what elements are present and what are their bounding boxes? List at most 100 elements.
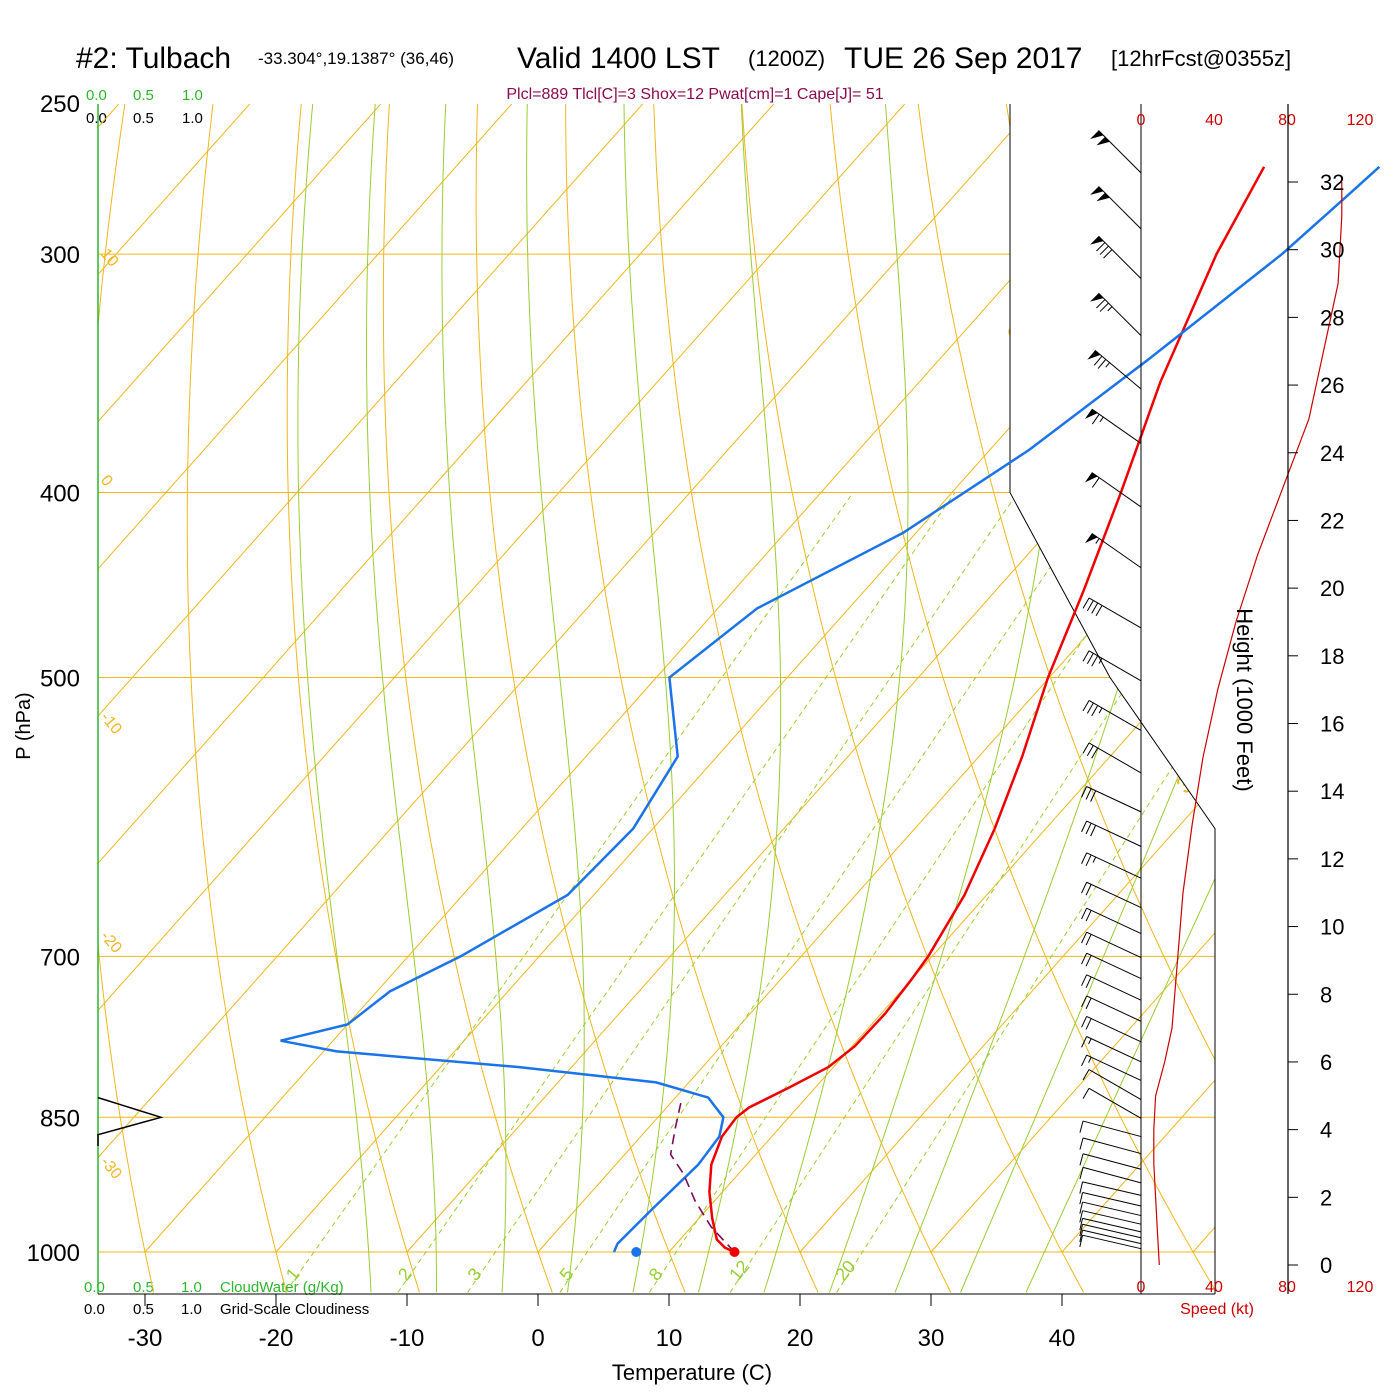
wind-barb-pennant-37 [1096,136,1110,146]
wind-barb-staff-36 [1098,186,1142,230]
height-tick-4: 4 [1320,1118,1332,1143]
wind-barb-flag-18 [1081,974,1088,986]
cloudiness-profile [97,1096,164,1146]
moist-adiabat-40 [1025,104,1215,1293]
wind-barb-staff-9 [1082,1153,1142,1170]
wind-barb-staff-34 [1098,292,1142,336]
cloudwater-bottom-tick-0: 0.0 [84,1279,105,1296]
wind-barb-staff-35 [1098,235,1142,279]
wind-barb-21 [1081,907,1142,935]
title-zulu: (1200Z) [748,46,825,71]
cloud-scale-top: 0.0 0.5 1.0 0.0 0.5 1.0 [86,87,203,127]
wind-barb-flag-28 [1091,655,1099,667]
speed-bottom-tick-40: 40 [1205,1279,1223,1296]
isotherm--80 [98,104,513,1253]
plot-right-border [1009,104,1216,1294]
wind-barb-7 [1079,1181,1142,1196]
isotherm-label-left-4: -30 [97,1154,125,1183]
isotherm--60 [98,104,775,1253]
wind-barb-flag-22 [1081,882,1088,894]
height-tick-16: 16 [1320,712,1344,737]
pressure-tick-1000: 1000 [27,1240,80,1267]
wind-barb-staff-25 [1086,786,1142,813]
wind-barb-staff-32 [1091,408,1142,444]
title-station: #2: Tulbach [76,42,231,75]
cloudwater-label: CloudWater (g/Kg) [220,1279,344,1296]
cloud-scale-bottom: 0.0 0.5 1.0 CloudWater (g/Kg) 0.0 0.5 1.… [84,1279,369,1318]
pressure-tick-700: 700 [40,944,80,971]
wind-barb-flag-35 [1096,242,1106,252]
moist-adiabat--5 [366,104,437,1293]
wind-barb-staff-23 [1086,852,1142,879]
height-tick-0: 0 [1320,1253,1332,1278]
temp-tick-40: 40 [1049,1325,1076,1352]
wind-barb-pennant-33 [1087,350,1101,360]
wind-barb-flag-27 [1082,700,1090,712]
wind-barb-28 [1082,650,1142,682]
wind-barb-half-27 [1098,707,1103,714]
wind-barb-17 [1081,995,1142,1022]
wind-barb-flag-31 [1091,477,1100,488]
wind-barb-staff-21 [1086,907,1142,935]
sounding-series [280,165,1381,1257]
wind-barb-flag-24 [1081,820,1088,833]
wind-barb-2 [1079,1223,1142,1239]
wind-barb-staff-0 [1082,1234,1142,1250]
wind-barb-half-33 [1105,362,1110,368]
wind-barb-36 [1090,186,1142,230]
speed-top-tick-80: 80 [1278,112,1296,129]
cloudiness-line [97,1096,164,1146]
mixing-ratio-line-3 [467,492,1019,1293]
wind-barb-flag-32 [1091,413,1100,425]
moist-adiabat-5 [526,104,585,1293]
wind-barb-flag-28 [1086,653,1094,664]
wind-barb-flag-27 [1086,702,1094,714]
wind-barb-flag-21 [1081,908,1088,920]
isotherm--90 [98,104,382,1253]
wind-barb-flag-23 [1085,854,1092,867]
dry-adiabat--30 [98,104,155,1293]
mixing-ratio-line-5 [559,492,1102,1293]
temp-tick-0: 0 [531,1325,544,1352]
wind-barb-20 [1081,931,1142,959]
wind-barb-half-23 [1092,856,1097,863]
wind-barb-staff-16 [1086,1015,1142,1043]
wind-barb-flag-29 [1091,602,1099,614]
wind-barb-flag-5 [1079,1201,1084,1214]
temp-tick--10: -10 [390,1325,425,1352]
mixing-ratio-label-12: 12 [725,1256,753,1284]
wind-barb-flag-35 [1103,249,1113,259]
wind-barb-flag-1 [1079,1230,1084,1242]
wind-barb-33 [1087,350,1142,390]
moist-adiabat-20 [763,104,909,1293]
wind-barb-flag-3 [1079,1218,1084,1231]
wind-barb-staff-19 [1086,952,1142,980]
wind-barb-staff-18 [1086,974,1142,1001]
height-tick-30: 30 [1320,238,1344,263]
wind-barb-staff-14 [1086,1054,1142,1081]
speed-bottom-tick-80: 80 [1278,1279,1296,1296]
wind-barb-flag-10 [1079,1137,1084,1150]
wind-barb-flag-34 [1096,299,1106,309]
wind-barb-pennant-36 [1090,186,1104,195]
wind-barb-staff-31 [1091,472,1142,508]
wind-barb-staff-4 [1082,1210,1142,1225]
wind-barb-pennant-37 [1090,130,1104,139]
isotherm-label-right-0: 0 [1003,320,1031,349]
wind-barb-6 [1079,1192,1142,1207]
height-tick-22: 22 [1320,508,1344,533]
isotherm--50 [98,104,906,1253]
pressure-tick-500: 500 [40,666,80,693]
isotherm-50 [1192,104,1215,1253]
wind-barb-3 [1079,1217,1142,1233]
wind-barb-flag-33 [1097,359,1107,369]
wind-barb-pennant-32 [1084,409,1098,419]
wind-barb-flag-14 [1081,1054,1088,1067]
wind-barb-24 [1081,820,1142,847]
wind-barb-flag-26 [1082,742,1090,754]
surface-temperature-dot [729,1247,740,1257]
wind-barb-half-15 [1088,1038,1092,1045]
wind-barb-16 [1081,1015,1142,1043]
cloudiness-label: Grid-Scale Cloudiness [220,1301,369,1318]
